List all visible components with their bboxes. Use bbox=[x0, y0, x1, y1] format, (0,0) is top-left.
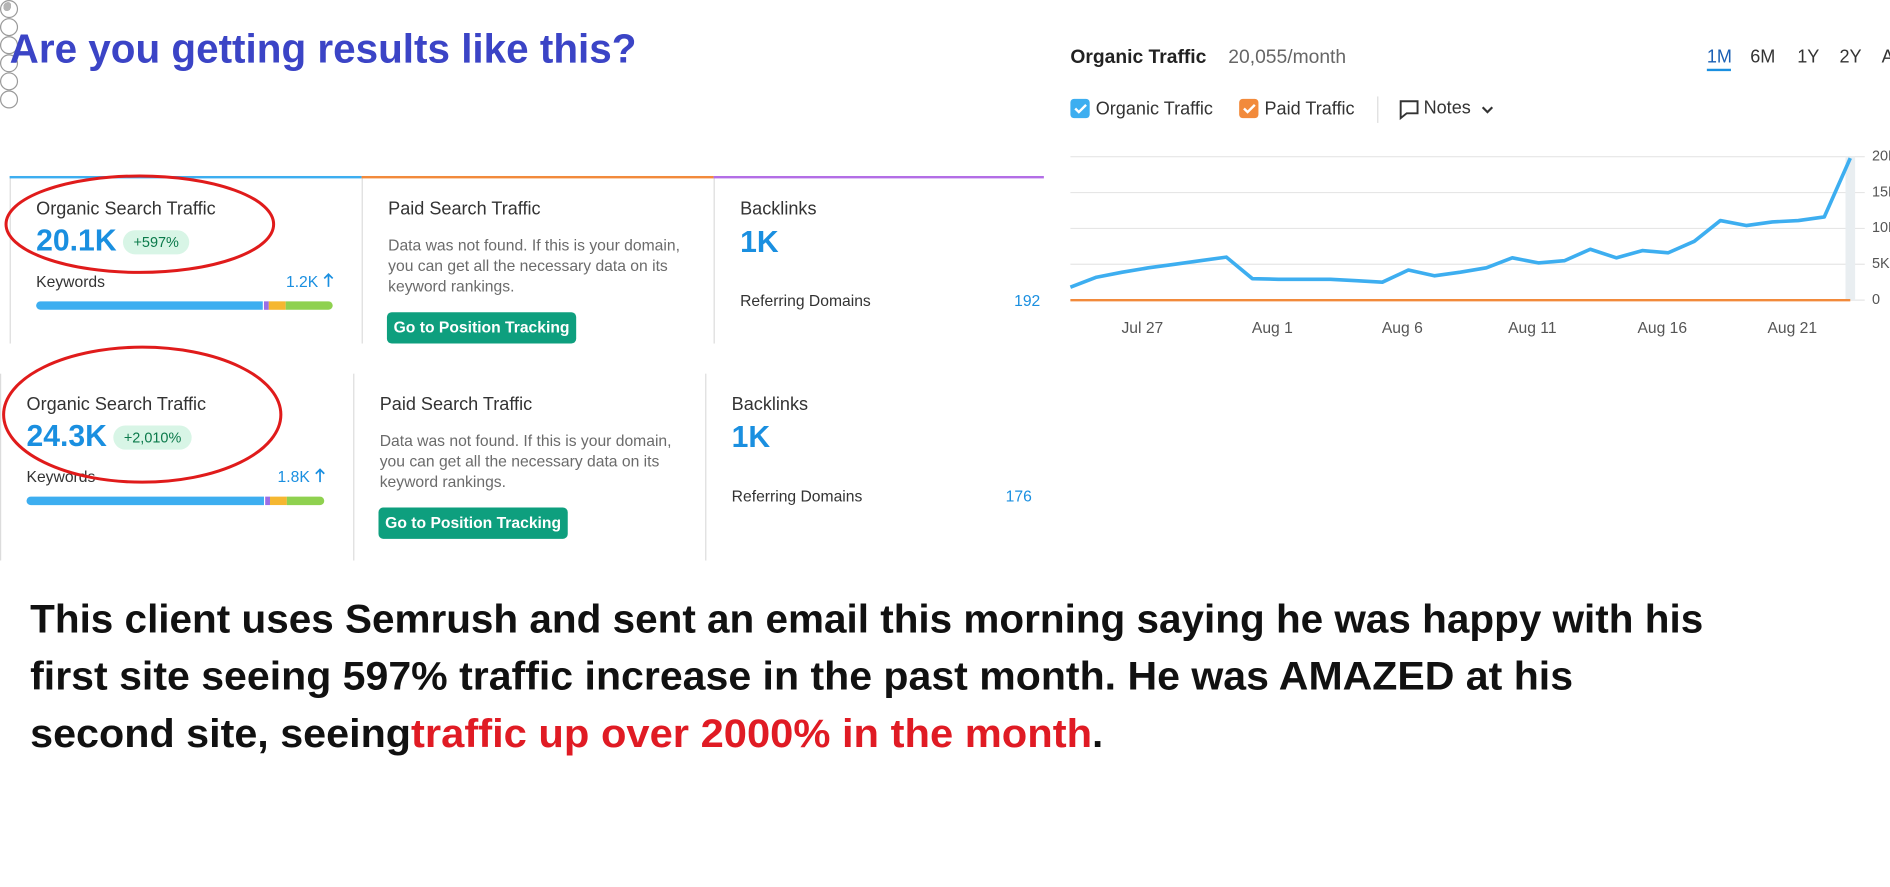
referring-label: Referring Domains bbox=[731, 486, 863, 506]
y-tick-label: 5K bbox=[1872, 256, 1890, 272]
info-icon bbox=[0, 2, 19, 55]
card-divider bbox=[713, 175, 715, 344]
series-line bbox=[1069, 157, 1852, 289]
caption-line: first site seeing 597% traffic increase … bbox=[30, 655, 1573, 699]
card-label: Paid Search Traffic bbox=[379, 394, 533, 415]
legend-check bbox=[1243, 104, 1256, 114]
card-label: Backlinks bbox=[731, 394, 809, 415]
card-label: Organic Search Traffic bbox=[36, 198, 216, 220]
metric-value: 20.1K bbox=[36, 224, 117, 258]
legend-checkbox bbox=[1239, 98, 1259, 119]
metric-value: 1K bbox=[740, 225, 779, 260]
chart-title: Organic Traffic bbox=[1070, 47, 1206, 68]
arrow-icon bbox=[323, 273, 334, 287]
notes-chevron bbox=[1481, 106, 1494, 114]
y-tick-label: 0 bbox=[1872, 292, 1880, 308]
notes-icon bbox=[1399, 100, 1419, 121]
referring-value: 192 bbox=[1014, 291, 1041, 310]
info-icon bbox=[0, 2, 19, 37]
change-badge: +2,010% bbox=[112, 424, 193, 450]
keywords-bar-segment bbox=[263, 301, 269, 310]
x-tick-label: Aug 16 bbox=[1637, 320, 1687, 337]
up-arrow bbox=[323, 272, 334, 288]
referring-label: Referring Domains bbox=[740, 291, 871, 310]
caption-end: . bbox=[1092, 712, 1103, 756]
info-icon-inner bbox=[3, 2, 11, 11]
legend-check bbox=[1074, 104, 1087, 114]
card-label: Backlinks bbox=[740, 198, 817, 220]
position-tracking-button[interactable]: Go to Position Tracking bbox=[378, 507, 568, 539]
hover-band bbox=[1845, 156, 1856, 301]
metric-value: 1K bbox=[731, 420, 771, 455]
keywords-bar-segment bbox=[26, 496, 264, 506]
keywords-bar-segment bbox=[270, 496, 287, 506]
up-arrow bbox=[315, 468, 325, 484]
keywords-bar-segment bbox=[265, 496, 271, 506]
keywords-bar-segment bbox=[268, 301, 286, 310]
chart-subtitle: 20,055/month bbox=[1228, 47, 1346, 68]
keywords-value: 1.2K bbox=[285, 272, 319, 291]
card-top-border bbox=[361, 175, 714, 179]
card-top-border bbox=[9, 175, 362, 179]
value-row: 24.3K +2,010% bbox=[27, 419, 193, 454]
change-badge: +597% bbox=[122, 229, 190, 254]
keywords-bar-segment bbox=[36, 301, 263, 310]
x-tick-label: Aug 1 bbox=[1252, 320, 1293, 337]
period-button[interactable]: 2Y bbox=[1839, 47, 1861, 67]
keywords-bar-segment bbox=[286, 496, 325, 506]
card-top-border bbox=[713, 175, 1044, 179]
info-icon bbox=[0, 2, 19, 91]
caption-line: second site, seeing bbox=[30, 712, 411, 756]
x-tick-label: Jul 27 bbox=[1121, 320, 1163, 337]
value-row: 20.1K +597% bbox=[36, 224, 190, 259]
info-icon bbox=[0, 2, 19, 109]
keywords-label: Keywords bbox=[36, 272, 105, 291]
period-button[interactable]: A bbox=[1882, 47, 1890, 67]
card-divider bbox=[0, 373, 2, 561]
x-tick-label: Aug 11 bbox=[1508, 320, 1556, 337]
x-tick-label: Aug 21 bbox=[1767, 320, 1817, 337]
position-tracking-button[interactable]: Go to Position Tracking bbox=[386, 312, 577, 344]
y-tick-label: 10K bbox=[1872, 220, 1890, 236]
keywords-label: Keywords bbox=[26, 467, 96, 486]
period-button[interactable]: 1Y bbox=[1797, 47, 1819, 67]
card-divider bbox=[9, 175, 11, 344]
y-tick-label: 15K bbox=[1872, 184, 1890, 200]
legend-label: Organic Traffic bbox=[1096, 98, 1213, 118]
metric-value: 24.3K bbox=[26, 419, 107, 454]
legend-checkbox bbox=[1070, 98, 1090, 119]
keywords-bar-segment bbox=[285, 301, 333, 310]
card-message: Data was not found. If this is your doma… bbox=[379, 431, 672, 491]
period-button[interactable]: 1M bbox=[1707, 47, 1732, 67]
legend-label: Paid Traffic bbox=[1264, 98, 1354, 118]
y-tick-label: 20K bbox=[1872, 149, 1890, 165]
caption-highlight: traffic up over 2000% in the month bbox=[411, 712, 1092, 756]
period-button[interactable]: 6M bbox=[1750, 47, 1775, 67]
keywords-value: 1.8K bbox=[277, 467, 310, 486]
referring-value: 176 bbox=[1005, 486, 1032, 506]
card-divider bbox=[353, 373, 355, 561]
info-icon bbox=[0, 2, 19, 73]
card-divider bbox=[705, 373, 707, 561]
x-tick-label: Aug 6 bbox=[1382, 320, 1423, 337]
caption-line: This client uses Semrush and sent an ema… bbox=[30, 597, 1703, 641]
notes-label: Notes bbox=[1424, 97, 1471, 117]
card-label: Organic Search Traffic bbox=[26, 394, 207, 415]
arrow-icon bbox=[315, 468, 325, 483]
page-title: Are you getting results like this? bbox=[10, 26, 637, 72]
card-label: Paid Search Traffic bbox=[388, 198, 541, 220]
card-divider bbox=[361, 175, 363, 344]
card-message: Data was not found. If this is your doma… bbox=[388, 236, 680, 296]
